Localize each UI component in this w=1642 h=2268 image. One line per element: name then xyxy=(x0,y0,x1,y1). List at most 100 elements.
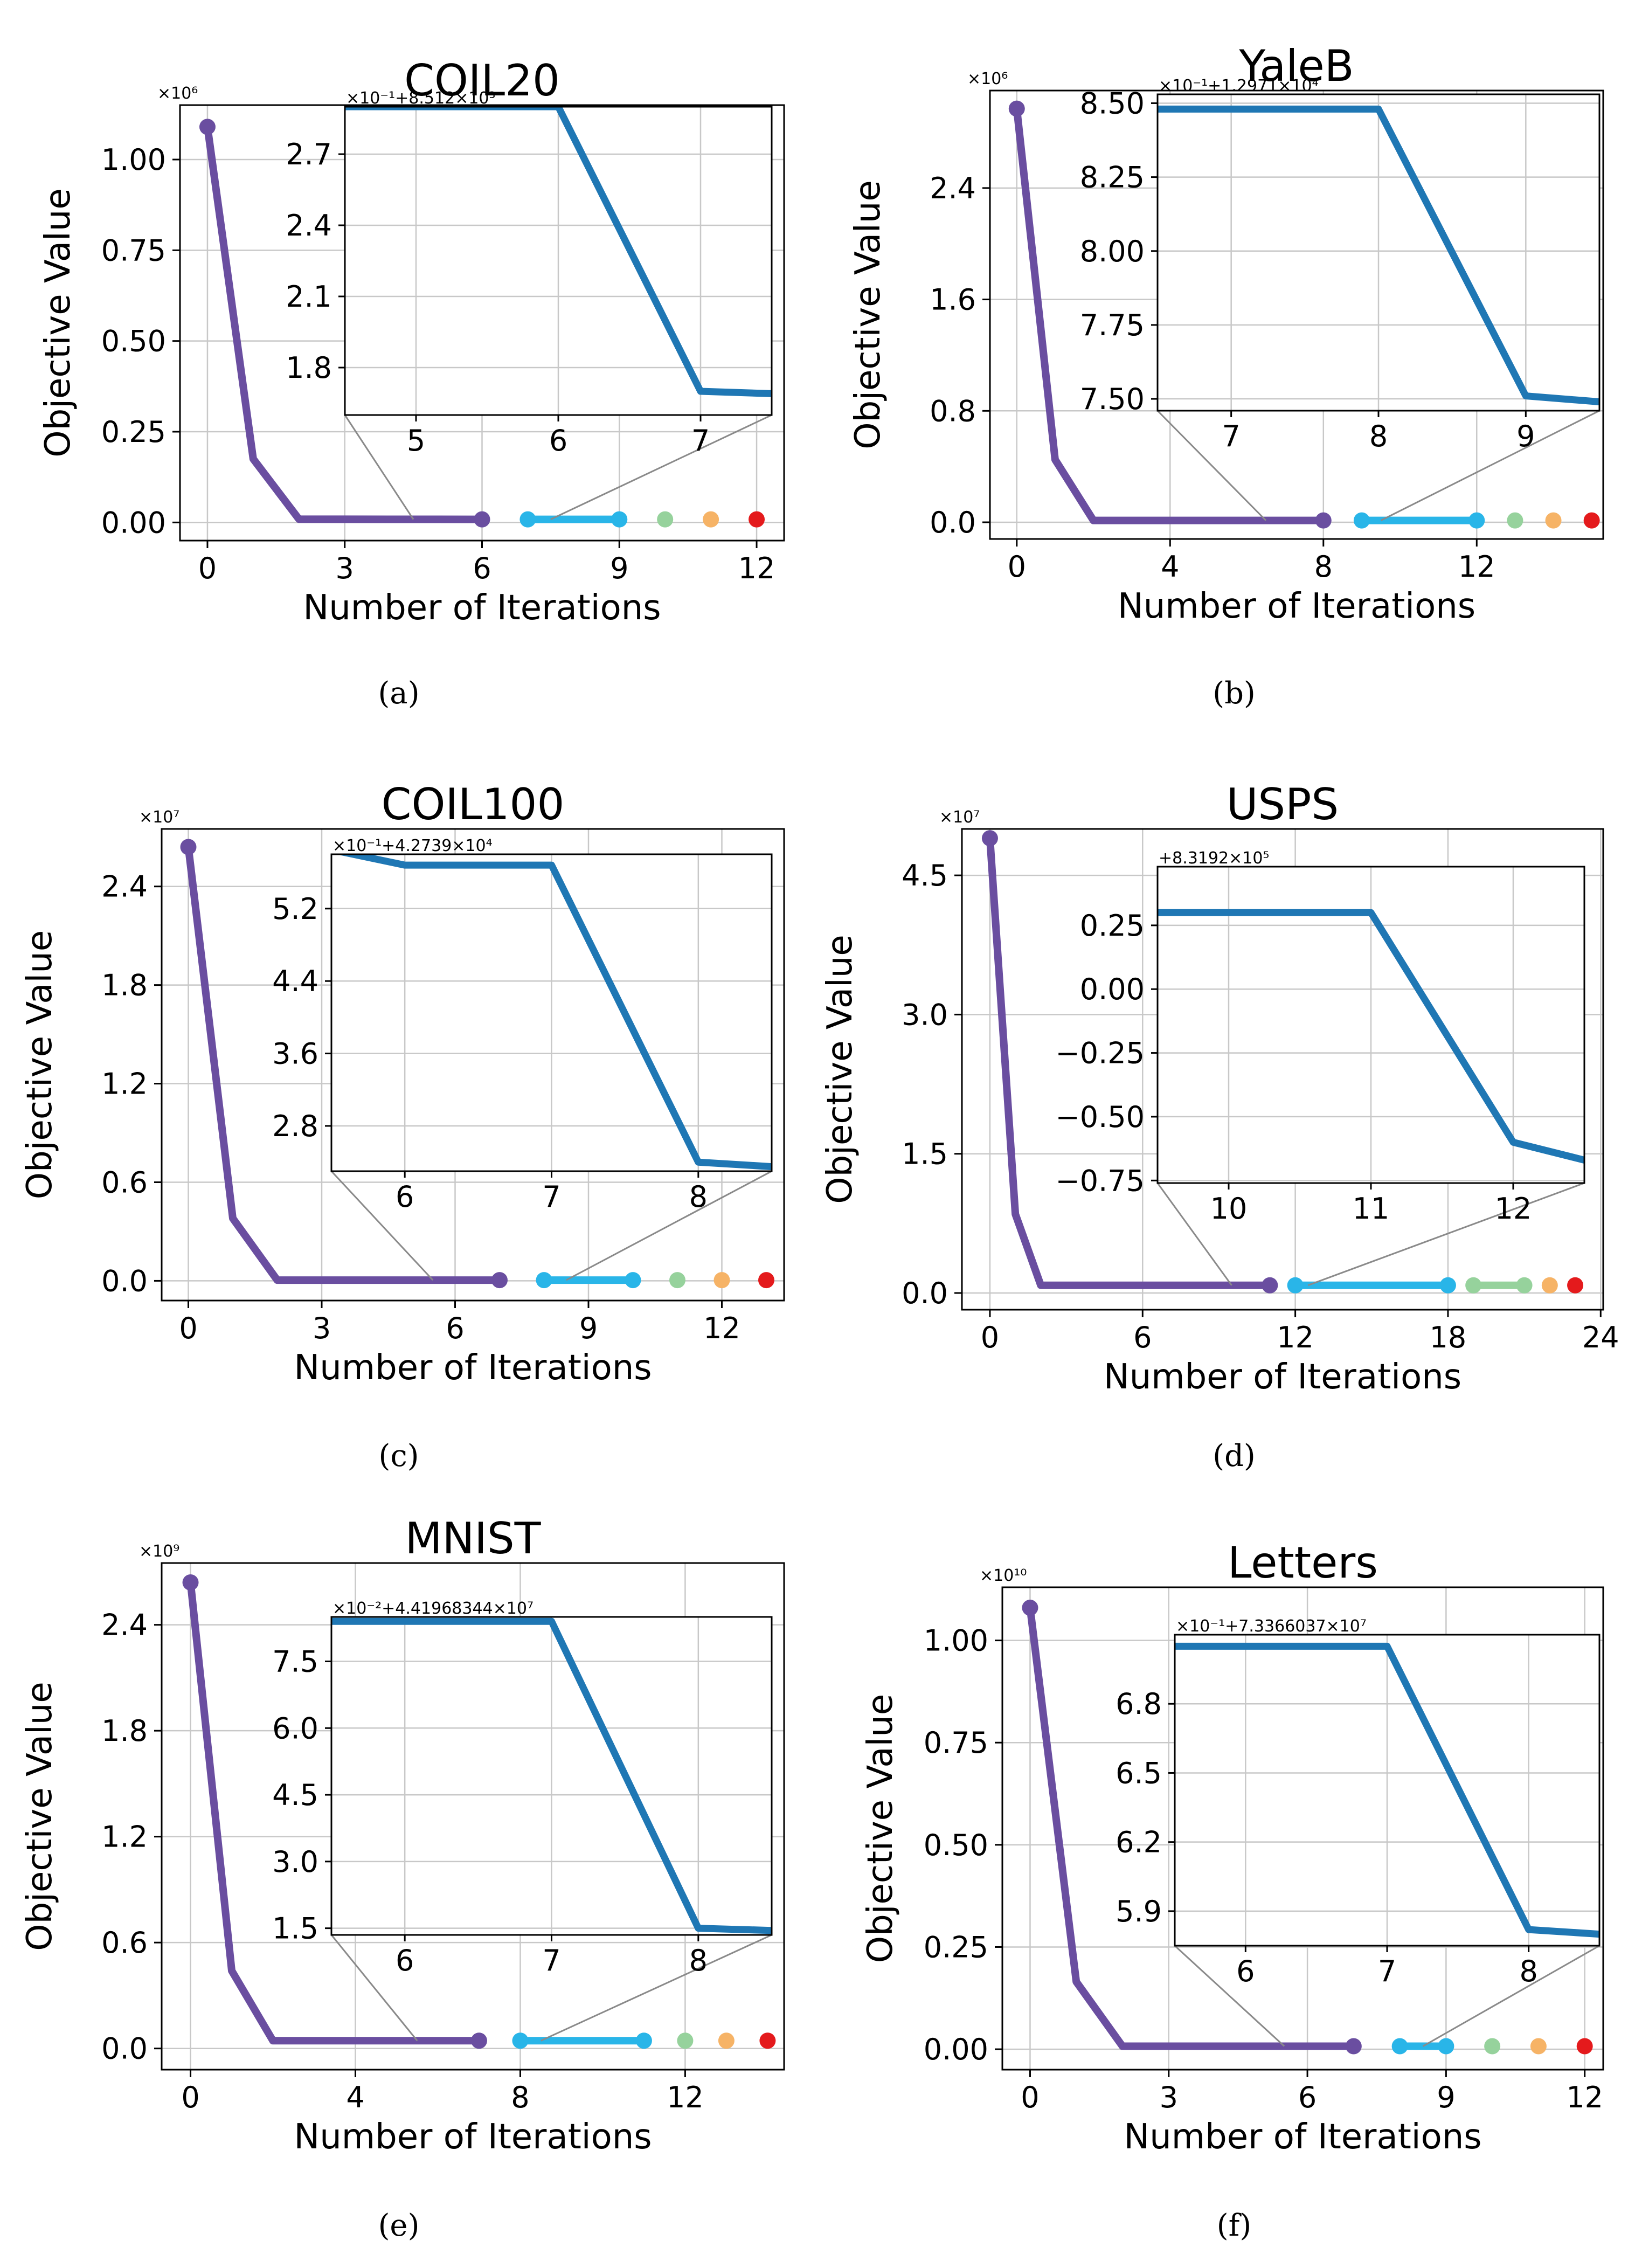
y-tick-label: 0.25 xyxy=(101,415,166,449)
y-axis-label: Objective Value xyxy=(861,1694,900,1963)
inset-y-tick-label: −0.75 xyxy=(1056,1164,1145,1198)
series-marker-stage-1 xyxy=(1315,512,1332,529)
axes-frame xyxy=(161,1562,785,2071)
inset-y-tick-label: 6.8 xyxy=(1116,1687,1162,1721)
inset-offset-label: ×10⁻¹+7.3366037×10⁷ xyxy=(1176,1617,1367,1636)
inset-y-tick-label: 7.5 xyxy=(272,1645,318,1679)
series-marker-stage-5 xyxy=(1567,1277,1584,1294)
inset-connector xyxy=(1422,1945,1600,2047)
inset-offset-label: ×10⁻¹+4.2739×10⁴ xyxy=(332,836,493,855)
series-line-stage-1 xyxy=(186,1582,479,2045)
series-marker-stage-4 xyxy=(1545,512,1562,529)
inset-y-tick-label: 1.8 xyxy=(286,351,332,385)
axis-scale-label: ×10⁶ xyxy=(157,84,198,103)
inset-connector xyxy=(330,1934,418,2042)
inset-5: 6 7 8 1.5 3.0 4.5 6.0 7.5 ×10⁻²+4.41968344×10⁷ xyxy=(272,1599,773,1977)
axis-scale-label: ×10⁹ xyxy=(139,1542,179,1561)
chart-title: MNIST xyxy=(405,1513,541,1564)
inset-y-tick-label: 4.4 xyxy=(272,964,318,998)
inset-x-tick-label: 7 xyxy=(691,424,710,458)
inset-y-tick-label: −0.25 xyxy=(1056,1036,1145,1070)
series-marker-stage-1 xyxy=(180,839,197,855)
series-marker-stage-3 xyxy=(657,511,674,528)
inset-x-tick-label: 12 xyxy=(1495,1192,1532,1226)
inset-y-tick-label: 6.0 xyxy=(272,1711,318,1745)
inset-offset-label: +8.3192×10⁵ xyxy=(1159,849,1269,868)
y-axis-label: Objective Value xyxy=(820,935,860,1204)
series-marker-stage-2 xyxy=(536,1272,552,1289)
axes-frame xyxy=(961,828,1604,1311)
series-marker-stage-2 xyxy=(635,2032,652,2049)
inset-y-tick-label: 2.8 xyxy=(272,1109,318,1143)
inset-y-tick-label: 6.2 xyxy=(1116,1826,1162,1859)
x-tick-label: 0 xyxy=(198,551,217,585)
series-marker-stage-1 xyxy=(182,1574,199,1591)
x-tick-label: 9 xyxy=(1437,2080,1455,2114)
x-tick-label: 0 xyxy=(179,1311,197,1345)
axis-scale-label: ×10¹⁰ xyxy=(980,1566,1027,1585)
inset-connector xyxy=(550,414,772,520)
series-marker-stage-1 xyxy=(470,2032,487,2049)
inset-offset-label: ×10⁻¹+8.512×10³ xyxy=(346,89,496,108)
x-tick-label: 0 xyxy=(1008,550,1026,584)
axis-scale-label: ×10⁶ xyxy=(967,70,1008,88)
inset-series-line xyxy=(1175,1642,1599,1938)
y-tick-label: 0.0 xyxy=(902,1276,948,1310)
inset-x-tick-label: 5 xyxy=(407,424,425,458)
series-marker-stage-1 xyxy=(199,119,216,135)
y-tick-label: 0.0 xyxy=(101,1264,148,1298)
y-tick-label: 3.0 xyxy=(902,998,948,1032)
y-tick-label: 1.5 xyxy=(902,1137,948,1171)
inset-y-tick-label: 0.25 xyxy=(1080,909,1145,943)
y-tick-label: 0.50 xyxy=(101,324,166,358)
y-tick-label: 1.00 xyxy=(924,1624,988,1658)
series-line-stage-1 xyxy=(204,126,482,523)
y-tick-label: 0.75 xyxy=(924,1726,988,1760)
inset-y-tick-label: 3.0 xyxy=(272,1845,318,1879)
series-marker-stage-1 xyxy=(1008,100,1025,117)
axes-frame xyxy=(989,89,1604,540)
inset-1: 5 6 7 1.8 2.1 2.4 2.7 ×10⁻¹+8.512×10³ xyxy=(286,89,773,458)
inset-y-tick-label: 4.5 xyxy=(272,1778,318,1812)
x-tick-label: 8 xyxy=(511,2080,529,2114)
x-tick-label: 24 xyxy=(1582,1320,1619,1354)
inset-y-tick-label: 5.9 xyxy=(1116,1894,1162,1928)
y-tick-label: 0.6 xyxy=(101,1926,148,1960)
inset-x-tick-label: 7 xyxy=(1378,1954,1396,1988)
inset-y-tick-label: 1.5 xyxy=(272,1912,318,1946)
inset-y-tick-label: 7.50 xyxy=(1080,382,1145,416)
inset-y-tick-label: 0.00 xyxy=(1080,972,1145,1006)
inset-connector xyxy=(1174,1945,1285,2047)
subfigure-caption: (f) xyxy=(1217,2208,1251,2243)
x-tick-label: 12 xyxy=(1458,550,1495,584)
inset-y-tick-label: −0.50 xyxy=(1056,1100,1145,1134)
series-marker-stage-1 xyxy=(981,830,998,847)
inset-x-tick-label: 8 xyxy=(689,1944,708,1977)
y-tick-label: 2.4 xyxy=(101,1608,148,1642)
inset-x-tick-label: 6 xyxy=(549,424,567,458)
series-marker-stage-1 xyxy=(491,1272,508,1289)
series-marker-stage-2 xyxy=(1439,1277,1456,1294)
x-tick-label: 9 xyxy=(610,551,628,585)
y-tick-label: 1.8 xyxy=(101,969,148,1002)
series-marker-stage-2 xyxy=(1438,2038,1454,2055)
y-tick-label: 1.2 xyxy=(101,1067,148,1101)
series-marker-stage-2 xyxy=(1391,2038,1408,2055)
inset-y-tick-label: 2.4 xyxy=(286,209,332,243)
series-marker-stage-3 xyxy=(1516,1277,1533,1294)
inset-x-tick-label: 10 xyxy=(1210,1192,1248,1226)
series-marker-stage-3 xyxy=(669,1272,685,1289)
inset-y-tick-label: 2.1 xyxy=(286,280,332,314)
subfigure-caption: (d) xyxy=(1213,1439,1256,1474)
series-marker-stage-5 xyxy=(749,511,765,528)
series-marker-stage-1 xyxy=(1022,1599,1038,1616)
x-axis-label: Number of Iterations xyxy=(1124,2117,1481,2157)
inset-y-tick-label: 2.7 xyxy=(286,137,332,171)
inset-connector xyxy=(1380,410,1600,521)
x-tick-label: 3 xyxy=(336,551,354,585)
y-axis-label: Objective Value xyxy=(38,188,78,458)
y-axis-label: Objective Value xyxy=(848,180,888,450)
y-tick-label: 0.0 xyxy=(101,2032,148,2066)
